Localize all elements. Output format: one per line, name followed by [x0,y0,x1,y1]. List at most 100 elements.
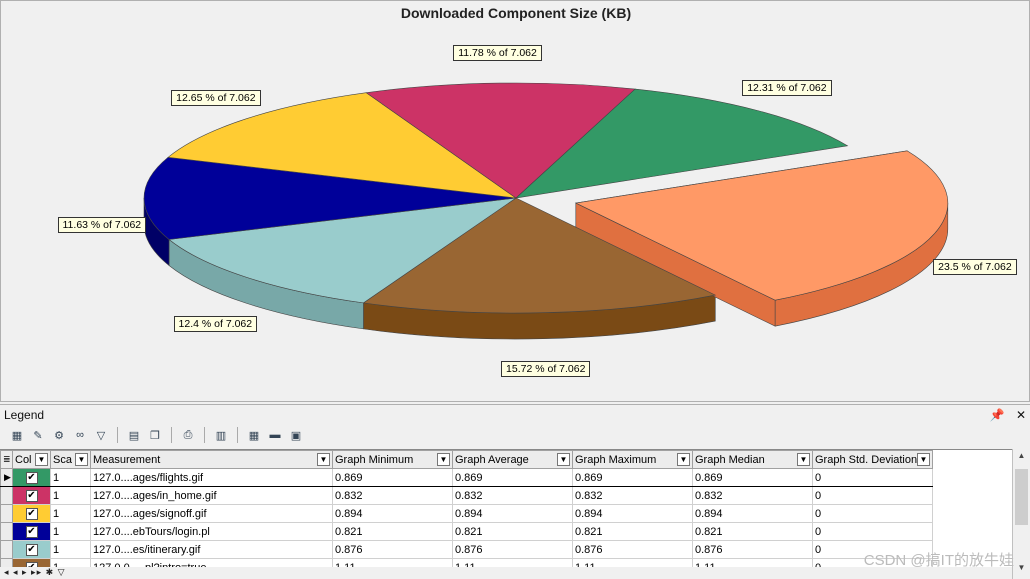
scale-cell[interactable]: 1 [50,486,91,505]
graph-std-deviation-cell[interactable]: 0 [812,558,933,567]
row-selector[interactable] [0,540,13,559]
close-icon[interactable]: ✕ [1015,408,1026,422]
scroll-down-icon[interactable]: ▼ [1017,563,1026,572]
graph-median-cell[interactable]: 0.876 [692,540,813,559]
chevron-down-icon[interactable]: ▼ [557,453,570,466]
chevron-down-icon[interactable]: ▼ [35,453,48,466]
print-icon[interactable]: ⎙ [183,428,193,441]
scale-cell[interactable]: 1 [50,468,91,487]
measurement-cell[interactable]: 127.0.0.....pl?intro=true [90,558,333,567]
graph-maximum-cell[interactable]: 1.11 [572,558,693,567]
graph-minimum-cell[interactable]: 1.11 [332,558,453,567]
graph-maximum-cell[interactable]: 0.821 [572,522,693,541]
pin-icon[interactable]: 📌 [989,408,1005,422]
graph-average-cell[interactable]: 1.11 [452,558,573,567]
column-header-graph-std-deviation[interactable]: Graph Std. Deviation ▼ [812,450,933,469]
scale-cell[interactable]: 1 [50,540,91,559]
color-cell[interactable]: ✔ [12,540,51,559]
column-header-graph-average[interactable]: Graph Average ▼ [452,450,573,469]
visibility-checkbox[interactable]: ✔ [25,489,38,502]
link-icon[interactable]: ∞ [76,429,84,441]
column-header-graph-median[interactable]: Graph Median ▼ [692,450,813,469]
table-icon[interactable]: ▣ [290,429,302,442]
export-icon[interactable]: ▤ [128,429,140,442]
graph-median-cell[interactable]: 1.11 [692,558,813,567]
graph-average-cell[interactable]: 0.894 [452,504,573,523]
measurement-cell[interactable]: 127.0....ebTours/login.pl [90,522,333,541]
chevron-down-icon[interactable]: ▼ [797,453,810,466]
scroll-thumb[interactable] [1015,469,1028,525]
table-row[interactable]: ✔ 1 127.0....ebTours/login.pl 0.821 0.821 0.8… [0,522,933,541]
graph-std-deviation-cell[interactable]: 0 [812,504,933,523]
graph-median-cell[interactable]: 0.832 [692,486,813,505]
row-selector[interactable] [0,522,13,541]
pie-slice[interactable] [574,150,949,301]
pie-slice[interactable] [168,197,517,304]
pie-slice[interactable] [362,197,717,314]
column-header-color[interactable]: Col ▼ [12,450,51,469]
pie-slice[interactable] [365,82,636,199]
graph-average-cell[interactable]: 0.821 [452,522,573,541]
color-cell[interactable]: ✔ [12,558,51,567]
graph-median-cell[interactable]: 0.821 [692,522,813,541]
row-selector[interactable] [0,504,13,523]
visibility-checkbox[interactable]: ✔ [25,561,38,567]
graph-average-cell[interactable]: 0.869 [452,468,573,487]
measurement-cell[interactable]: 127.0....es/itinerary.gif [90,540,333,559]
column-header-graph-minimum[interactable]: Graph Minimum ▼ [332,450,453,469]
chevron-down-icon[interactable]: ▼ [75,453,88,466]
color-cell[interactable]: ✔ [12,504,51,523]
scale-cell[interactable]: 1 [50,504,91,523]
graph-maximum-cell[interactable]: 0.894 [572,504,693,523]
show-all-icon[interactable]: ▦ [11,429,23,442]
highlight-icon[interactable]: ✎ [33,429,43,442]
row-selector[interactable] [0,558,13,567]
column-header-scale[interactable]: Sca ▼ [50,450,91,469]
color-cell[interactable]: ✔ [12,486,51,505]
graph-minimum-cell[interactable]: 0.832 [332,486,453,505]
grid-icon[interactable]: ▦ [248,429,260,442]
record-navigator[interactable]: ◂ ◂ ▸ ▸▸ ✱ ▽ [4,567,66,577]
graph-minimum-cell[interactable]: 0.894 [332,504,453,523]
scale-cell[interactable]: 1 [50,522,91,541]
graph-median-cell[interactable]: 0.894 [692,504,813,523]
sort-icon[interactable]: ▬ [269,429,281,441]
configure-icon[interactable]: ⚙ [54,429,64,442]
table-row[interactable]: ✔ 1 127.0....ages/in_home.gif 0.832 0.832 0.8… [0,486,933,505]
graph-maximum-cell[interactable]: 0.876 [572,540,693,559]
visibility-checkbox[interactable]: ✔ [25,471,38,484]
measurement-cell[interactable]: 127.0....ages/signoff.gif [90,504,333,523]
row-selector[interactable]: ▶ [0,468,13,487]
graph-median-cell[interactable]: 0.869 [692,468,813,487]
chevron-down-icon[interactable]: ▼ [917,453,930,466]
chevron-down-icon[interactable]: ▼ [437,453,450,466]
column-header-measurement[interactable]: Measurement ▼ [90,450,333,469]
graph-std-deviation-cell[interactable]: 0 [812,486,933,505]
table-row[interactable]: ✔1127.0.0.....pl?intro=true1.111.111.111… [0,558,933,567]
color-cell[interactable]: ✔ [12,522,51,541]
row-header-corner[interactable]: ≣ [0,450,13,469]
graph-average-cell[interactable]: 0.876 [452,540,573,559]
row-selector[interactable] [0,486,13,505]
visibility-checkbox[interactable]: ✔ [25,525,38,538]
columns-icon[interactable]: ▥ [215,429,227,442]
graph-maximum-cell[interactable]: 0.832 [572,486,693,505]
graph-average-cell[interactable]: 0.832 [452,486,573,505]
measurement-cell[interactable]: 127.0....ages/in_home.gif [90,486,333,505]
scroll-up-icon[interactable]: ▲ [1017,451,1026,460]
column-header-graph-maximum[interactable]: Graph Maximum ▼ [572,450,693,469]
table-row[interactable]: ✔ 1 127.0....es/itinerary.gif 0.876 0.876 0.8… [0,540,933,559]
graph-maximum-cell[interactable]: 0.869 [572,468,693,487]
table-row[interactable]: ✔ 1 127.0....ages/signoff.gif 0.894 0.894 0.8… [0,504,933,523]
pie-slice[interactable] [167,92,517,199]
pie-slice[interactable] [515,88,849,199]
vertical-scrollbar[interactable]: ▲ ▼ [1012,449,1030,579]
graph-minimum-cell[interactable]: 0.821 [332,522,453,541]
graph-std-deviation-cell[interactable]: 0 [812,522,933,541]
graph-minimum-cell[interactable]: 0.876 [332,540,453,559]
graph-std-deviation-cell[interactable]: 0 [812,468,933,487]
measurement-cell[interactable]: 127.0....ages/flights.gif [90,468,333,487]
graph-minimum-cell[interactable]: 0.869 [332,468,453,487]
table-row[interactable]: ▶ ✔ 1 127.0....ages/flights.gif 0.869 0.869 0.… [0,468,933,487]
filter-icon[interactable]: ▽ [96,429,106,442]
